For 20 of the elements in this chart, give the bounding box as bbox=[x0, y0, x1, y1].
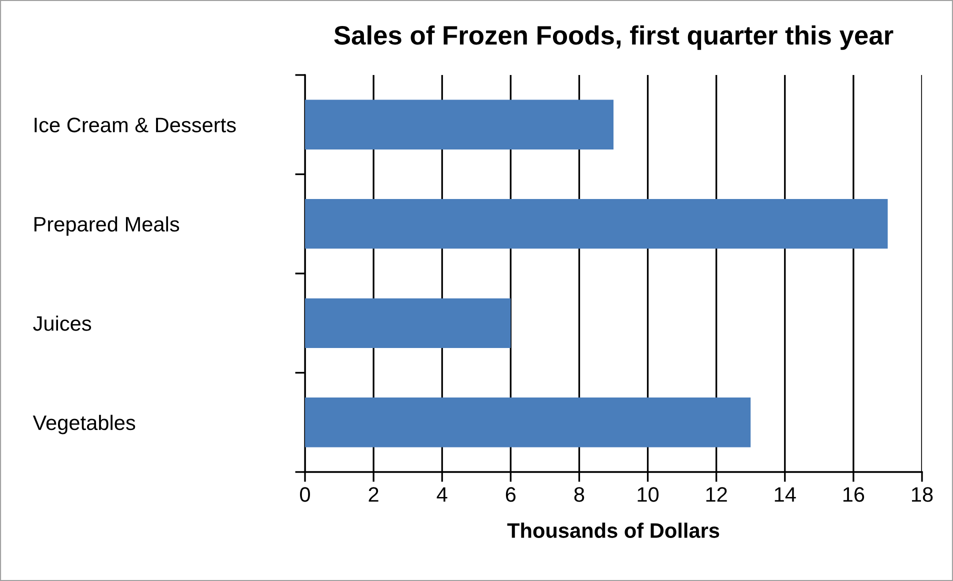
bar bbox=[305, 100, 614, 150]
x-tick-label: 16 bbox=[843, 487, 864, 502]
x-tick-label: 2 bbox=[368, 487, 378, 502]
y-tick-label: Ice Cream & Desserts bbox=[34, 118, 236, 132]
chart-title: Sales of Frozen Foods, first quarter this year bbox=[334, 25, 894, 50]
bar bbox=[305, 298, 511, 348]
y-tick-label: Prepared Meals bbox=[34, 216, 180, 236]
bar bbox=[305, 398, 751, 448]
x-tick-label: 14 bbox=[774, 487, 796, 502]
x-tick-label: 4 bbox=[436, 487, 448, 502]
x-tick-label: 18 bbox=[912, 487, 933, 502]
y-tick-label: Vegetables bbox=[32, 414, 136, 434]
y-tick-label: Juices bbox=[33, 316, 92, 331]
x-tick-label: 6 bbox=[506, 487, 516, 502]
x-tick-label: 8 bbox=[574, 487, 584, 502]
x-tick-label: 10 bbox=[638, 487, 659, 502]
x-tick-label: 0 bbox=[300, 487, 310, 502]
x-tick-label: 12 bbox=[706, 487, 727, 502]
x-axis-title: Thousands of Dollars bbox=[507, 522, 720, 538]
bar bbox=[305, 199, 888, 249]
